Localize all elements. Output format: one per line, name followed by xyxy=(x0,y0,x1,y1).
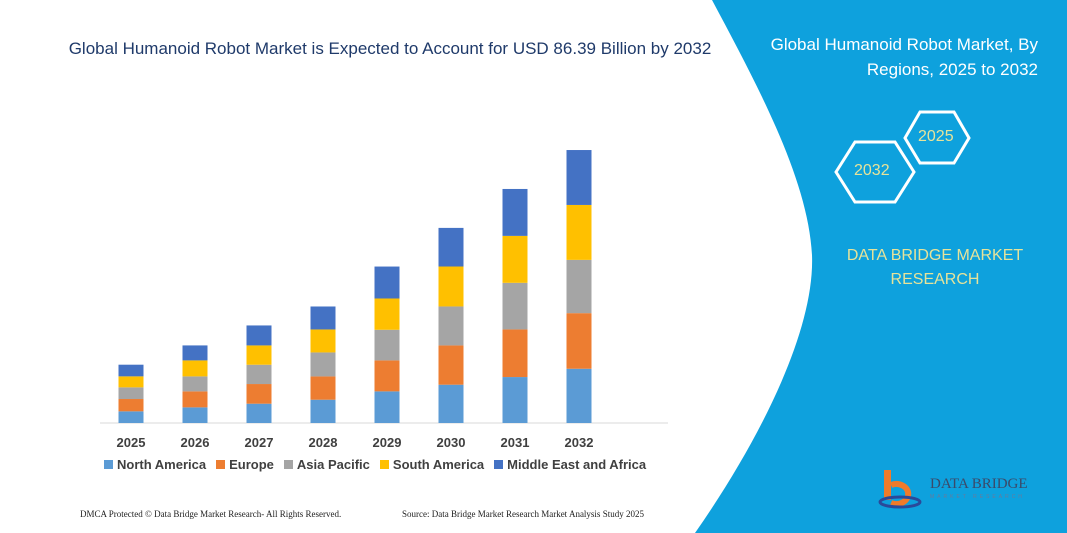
footer-source: Source: Data Bridge Market Research Mark… xyxy=(402,509,644,519)
bar-2029-europe xyxy=(374,360,400,392)
hex-label-2032: 2032 xyxy=(854,162,890,179)
x-tick-label: 2030 xyxy=(437,435,466,450)
bar-2028-south-america xyxy=(310,329,336,353)
legend-swatch xyxy=(104,460,113,469)
bar-2031-middle-east-and-africa xyxy=(502,188,528,236)
bar-2031-south-america xyxy=(502,235,528,283)
bar-2029-middle-east-and-africa xyxy=(374,266,400,299)
bar-2032-asia-pacific xyxy=(566,259,592,314)
legend: North America Europe Asia Pacific South … xyxy=(104,457,646,472)
legend-label: Middle East and Africa xyxy=(507,457,647,472)
bars-group: 2025 2026 2027 2028 2029 2030 2031 2032 xyxy=(117,150,594,450)
bar-2025-middle-east-and-africa xyxy=(118,364,144,377)
side-panel xyxy=(695,0,1067,533)
side-panel-title: Global Humanoid Robot Market, By Regions… xyxy=(770,35,1038,79)
x-tick-label: 2028 xyxy=(309,435,338,450)
bar-2026-north-america xyxy=(182,407,208,423)
bar-2029-asia-pacific xyxy=(374,329,400,361)
bar-2026-south-america xyxy=(182,360,208,377)
x-tick-label: 2027 xyxy=(245,435,274,450)
bar-2031-north-america xyxy=(502,377,528,423)
bar-2029-north-america xyxy=(374,391,400,423)
bar-2032-middle-east-and-africa xyxy=(566,150,592,205)
legend-swatch xyxy=(379,460,389,469)
legend-item-europe: Europe xyxy=(216,457,274,472)
legend-swatch xyxy=(216,460,226,469)
chart-title: Global Humanoid Robot Market is Expected… xyxy=(68,39,712,58)
bar-2029-south-america xyxy=(374,298,400,330)
bar-2030-south-america xyxy=(438,266,464,307)
x-tick-label: 2025 xyxy=(117,435,146,450)
legend-swatch xyxy=(494,460,504,469)
bar-2028-middle-east-and-africa xyxy=(310,306,336,330)
bar-2032-south-america xyxy=(566,204,592,260)
bar-2031-asia-pacific xyxy=(502,282,528,330)
logo-subtext: MARKET RESEARCH xyxy=(930,494,1025,500)
bar-2025-asia-pacific xyxy=(118,387,144,400)
bar-2027-asia-pacific xyxy=(246,364,272,385)
legend-item-middle-east-africa: Middle East and Africa xyxy=(494,457,646,472)
legend-label: South America xyxy=(392,457,485,472)
hexagon-2032 xyxy=(834,140,916,204)
legend-item-south-america: South America xyxy=(379,457,485,472)
brand-text: DATA BRIDGE MARKET RESEARCH xyxy=(846,247,1024,288)
bar-2025-north-america xyxy=(118,411,144,423)
bar-2025-south-america xyxy=(118,376,144,388)
bar-2031-europe xyxy=(502,329,528,378)
hexagon-2025 xyxy=(903,110,971,165)
bar-2028-north-america xyxy=(310,399,336,423)
legend-item-asia-pacific: Asia Pacific xyxy=(283,457,370,472)
x-tick-label: 2029 xyxy=(373,435,402,450)
hex-label-2025: 2025 xyxy=(918,128,954,145)
legend-item-north-america: North America xyxy=(104,457,206,472)
legend-label: North America xyxy=(117,457,207,472)
bar-2026-middle-east-and-africa xyxy=(182,345,208,361)
bar-2027-europe xyxy=(246,384,272,404)
logo-text: DATA BRIDGE xyxy=(930,476,1028,492)
bar-2030-asia-pacific xyxy=(438,306,464,346)
legend-label: Europe xyxy=(229,457,274,472)
bar-2026-europe xyxy=(182,391,208,408)
legend-label: Asia Pacific xyxy=(296,457,370,472)
bar-2030-north-america xyxy=(438,384,464,423)
bar-2028-asia-pacific xyxy=(310,352,336,377)
footer-copyright: DMCA Protected © Data Bridge Market Rese… xyxy=(80,509,342,519)
bar-2027-middle-east-and-africa xyxy=(246,325,272,346)
bar-2027-south-america xyxy=(246,345,272,365)
bar-2032-europe xyxy=(566,313,592,369)
bar-2032-north-america xyxy=(566,368,592,423)
bar-2025-europe xyxy=(118,399,144,412)
x-tick-label: 2031 xyxy=(501,435,530,450)
bar-2026-asia-pacific xyxy=(182,376,208,392)
x-tick-label: 2026 xyxy=(181,435,210,450)
bar-2030-europe xyxy=(438,345,464,385)
bar-2028-europe xyxy=(310,376,336,400)
x-tick-label: 2032 xyxy=(565,435,594,450)
bar-2027-north-america xyxy=(246,403,272,423)
logo-icon xyxy=(878,470,922,509)
legend-swatch xyxy=(283,460,293,469)
bar-2030-middle-east-and-africa xyxy=(438,227,464,267)
